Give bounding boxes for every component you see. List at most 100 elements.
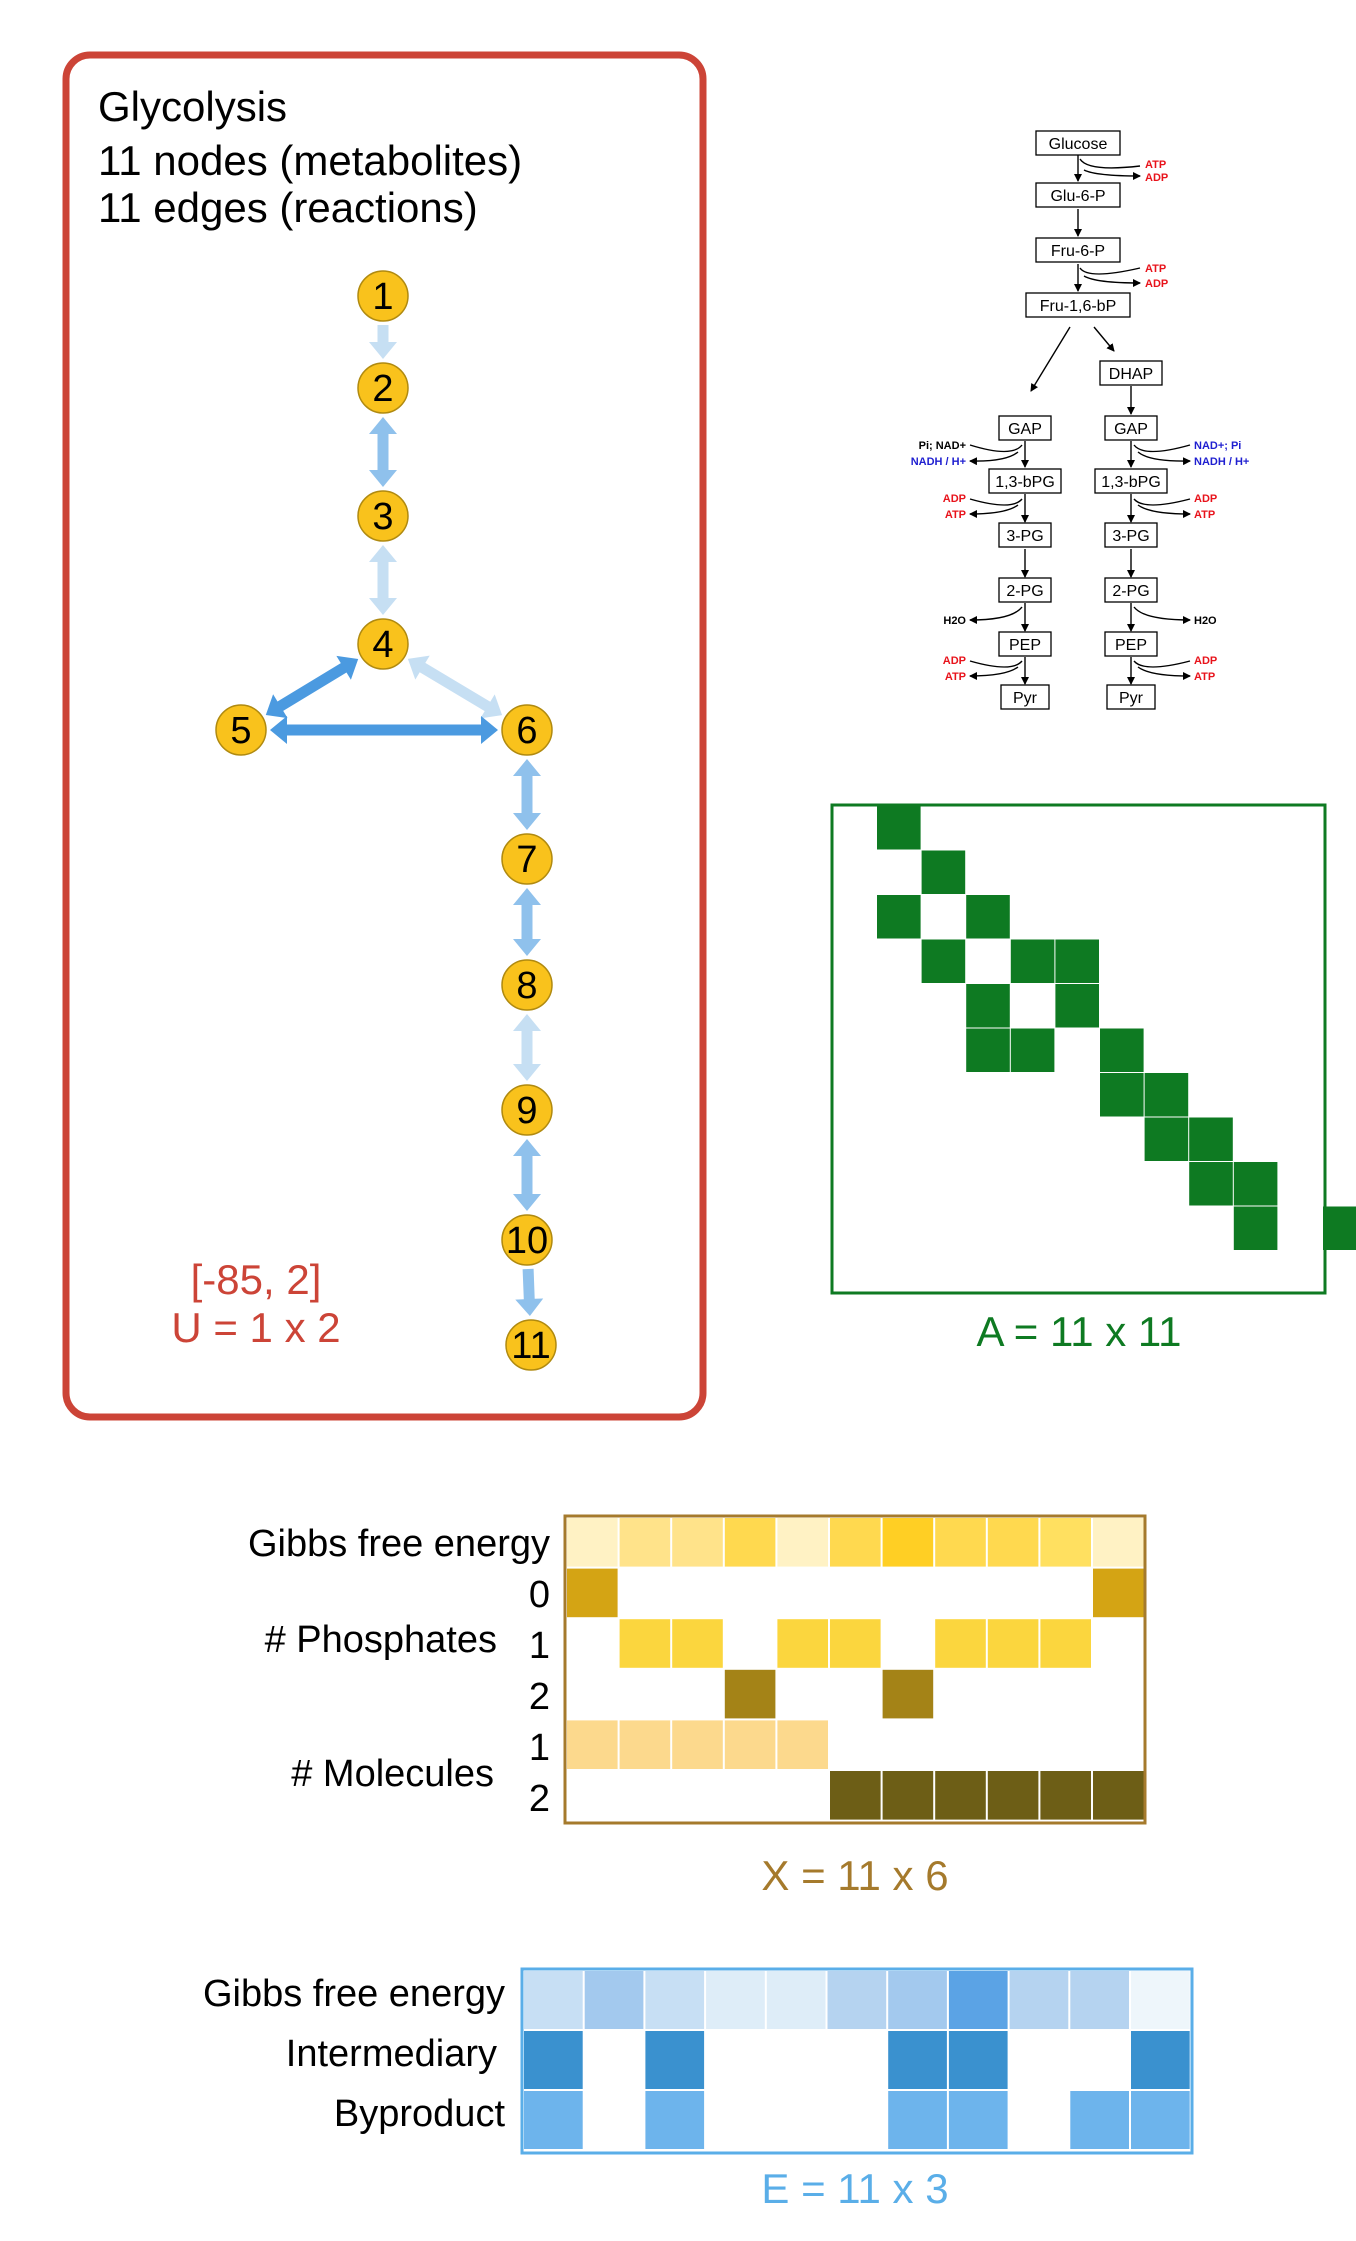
- edge-feature-cell-2-0: [524, 2091, 583, 2149]
- node-feature-cell-2-4: [777, 1619, 828, 1668]
- edge-feature-matrix: Gibbs free energy Intermediary Byproduct…: [203, 1967, 1194, 2212]
- node-feature-cell-1-0: [567, 1568, 618, 1618]
- row-label-byproduct: Byproduct: [334, 2093, 506, 2135]
- adjacency-matrix: A = 11 x 11: [830, 803, 1356, 1355]
- node-feature-cell-4-2: [672, 1720, 723, 1769]
- metabolite-main-0: Glucose: [1035, 130, 1121, 156]
- metabolite-right-5-box: [1106, 684, 1156, 710]
- node-feature-cell-5-9: [1040, 1771, 1091, 1820]
- edge-feature-cell-0-6: [888, 1971, 947, 2029]
- node-feature-cell-5-5: [830, 1771, 881, 1820]
- node-feature-cell-0-1: [619, 1518, 671, 1567]
- atp-label: ATP: [945, 509, 966, 521]
- edge-feature-cell-1-2: [645, 2031, 705, 2089]
- water-left-label: H2O: [943, 615, 966, 627]
- metabolite-left-5-label: Pyr: [1013, 690, 1038, 707]
- node-feature-cell-5-7: [935, 1771, 986, 1820]
- graph-node-10: 10: [501, 1214, 553, 1266]
- node-feature-cell-0-0: [567, 1518, 618, 1567]
- adjacency-cell-6-6: [1144, 1073, 1189, 1117]
- metabolite-left-4: PEP: [998, 631, 1052, 657]
- graph-edge-9-10: [513, 1139, 541, 1211]
- metabolite-right-1-box: [1094, 468, 1168, 494]
- node-feature-cell-0-8: [987, 1518, 1039, 1567]
- edge-feature-cell-0-4: [766, 1971, 826, 2029]
- adjacency-cell-5-5: [1100, 1028, 1144, 1072]
- metabolite-right-2: 3-PG: [1104, 522, 1158, 548]
- node-feature-cell-4-1: [619, 1720, 671, 1769]
- metabolite-left-3: 2-PG: [998, 577, 1052, 603]
- adjacency-cell-5-3: [1010, 1028, 1055, 1072]
- graph-node-circle: [357, 362, 409, 414]
- adjacency-cell-2-0: [877, 895, 921, 939]
- metabolite-left-0-box: [998, 415, 1052, 441]
- node-feature-cell-4-3: [724, 1720, 776, 1769]
- node-feature-cell-3-3: [724, 1669, 776, 1719]
- graph-edge-count: 11 edges (reactions): [98, 184, 478, 231]
- glycolysis-pathway: Glucose Glu-6-P Fru-6-P Fru-1,6-bP DHAP GAP 1,…: [911, 130, 1249, 710]
- metabolite-left-1-box: [988, 468, 1062, 494]
- row-label-gibbs: Gibbs free energy: [203, 1973, 505, 2015]
- graph-node-circle: [501, 833, 553, 885]
- metabolite-left-2: 3-PG: [998, 522, 1052, 548]
- edge-feature-cell-0-9: [1070, 1971, 1129, 2029]
- graph-edge-6-7: [513, 759, 541, 830]
- metabolite-left-0: GAP: [998, 415, 1052, 441]
- edge-feature-cell-2-7: [948, 2091, 1008, 2149]
- node-feature-cell-5-10: [1093, 1771, 1144, 1820]
- nad-right-label: NAD+; Pi: [1194, 440, 1241, 452]
- graph-title: Glycolysis: [98, 83, 287, 130]
- pathway-arrows: [969, 155, 1191, 685]
- node-feature-cell-5-8: [987, 1771, 1039, 1820]
- node-feature-cells: [567, 1518, 1144, 1820]
- water-right-label: H2O: [1194, 615, 1217, 627]
- graph-node-3: 3: [357, 490, 409, 542]
- node-feature-cell-0-3: [724, 1518, 776, 1567]
- metabolite-right-2-box: [1104, 522, 1158, 548]
- graph-node-circle: [357, 618, 409, 670]
- edge-feature-cell-2-10: [1131, 2091, 1190, 2149]
- row-label-phosphate-2: 2: [529, 1676, 550, 1718]
- pathway-metabolite-boxes: Glucose Glu-6-P Fru-6-P Fru-1,6-bP DHAP GAP 1,…: [988, 130, 1168, 710]
- metabolite-left-0-label: GAP: [1008, 421, 1042, 438]
- graph-node-2: 2: [357, 362, 409, 414]
- edge-feature-cell-1-0: [524, 2031, 583, 2089]
- graph-node-11: 11: [505, 1319, 557, 1371]
- metabolite-main-3-box: [1025, 292, 1131, 318]
- metabolite-right-0-label: GAP: [1114, 421, 1148, 438]
- node-feature-row-labels: Gibbs free energy 0 # Phosphates 1 2 1 #…: [248, 1523, 550, 1820]
- adjacency-cell-3-3: [1010, 939, 1055, 983]
- nadh-right-label: NADH / H+: [1194, 456, 1249, 468]
- graph-node-circle: [215, 704, 267, 756]
- edge-feature-cell-0-3: [706, 1971, 765, 2029]
- adp-label: ADP: [1194, 493, 1217, 505]
- u-dimensions: U = 1 x 2: [171, 1304, 340, 1351]
- metabolite-right-1-label: 1,3-bPG: [1101, 474, 1161, 491]
- atp-label: ATP: [1194, 509, 1215, 521]
- edge-feature-cell-1-7: [948, 2031, 1008, 2089]
- adjacency-cell-8-7: [1189, 1162, 1233, 1206]
- edge-feature-cell-0-8: [1009, 1971, 1069, 2029]
- metabolite-dhap-box: [1099, 360, 1163, 386]
- adjacency-cell-6-5: [1100, 1073, 1144, 1117]
- row-label-molecules-1: 1: [529, 1727, 550, 1769]
- graph-edge-8-9: [513, 1014, 541, 1081]
- edge-feature-cell-0-5: [827, 1971, 887, 2029]
- edge-feature-cell-1-6: [888, 2031, 947, 2089]
- metabolite-right-3-box: [1104, 577, 1158, 603]
- adjacency-cell-3-1: [921, 939, 966, 983]
- graph-node-label: 3: [372, 496, 393, 538]
- edge-feature-cell-1-10: [1131, 2031, 1190, 2089]
- adp-label: ADP: [1145, 172, 1168, 184]
- adjacency-cells: [877, 806, 1356, 1250]
- metabolite-right-5: Pyr: [1106, 684, 1156, 710]
- metabolite-left-2-box: [998, 522, 1052, 548]
- metabolite-main-1: Glu-6-P: [1035, 182, 1121, 208]
- graph-node-label: 1: [372, 276, 393, 318]
- graph-node-8: 8: [501, 959, 553, 1011]
- group-label-molecules: # Molecules: [291, 1753, 494, 1795]
- graph-edge-3-4: [369, 545, 397, 615]
- graph-edge-4-5: [265, 655, 359, 719]
- edge-feature-cell-0-2: [645, 1971, 705, 2029]
